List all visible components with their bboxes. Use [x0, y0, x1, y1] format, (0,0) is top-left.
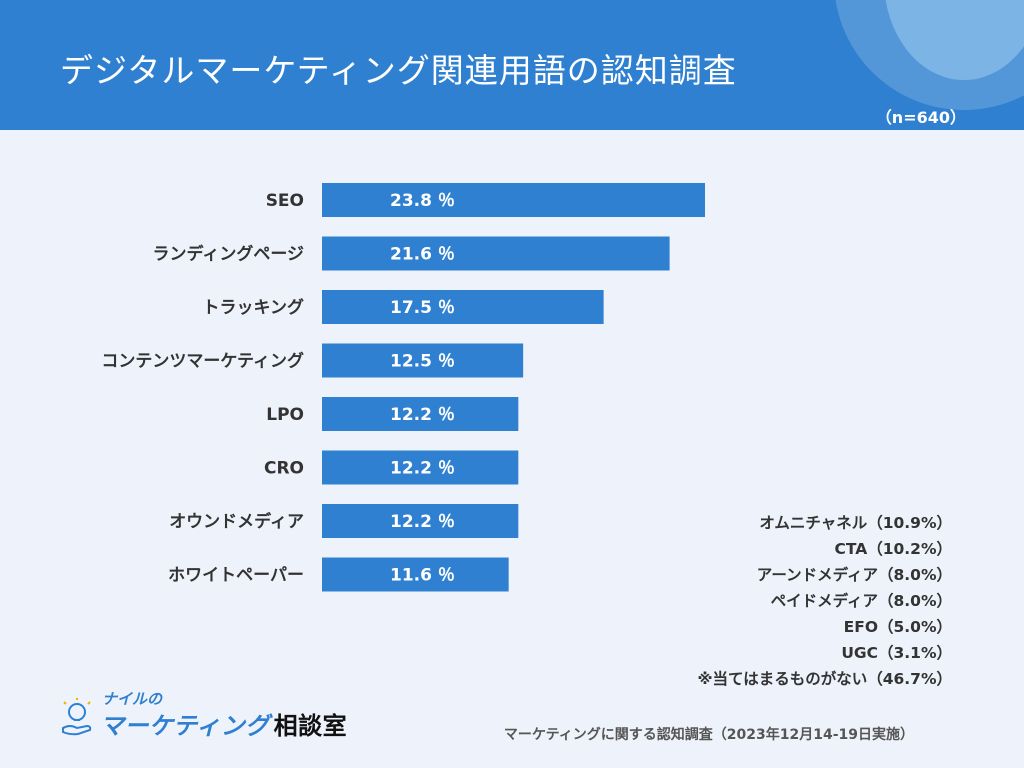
sample-size: （n=640） [875, 108, 966, 127]
lightbulb-hand-icon [62, 698, 92, 736]
bar-2 [322, 290, 604, 324]
value-label: 12.5 ％ [390, 352, 455, 372]
bar-6 [322, 504, 519, 538]
value-label: 12.2 ％ [390, 459, 455, 479]
category-label: コンテンツマーケティング [101, 351, 304, 372]
bar-chart: SEO 23.8 ％ ランディングページ 21.6 ％ トラッキング 17.5 ％ コンテン… [101, 183, 705, 592]
other-term-item: ペイドメディア（8.0%） [770, 592, 952, 610]
brand-tail-text: 相談室 [273, 712, 348, 740]
category-label: SEO [266, 191, 304, 211]
other-term-item: CTA（10.2%） [834, 540, 952, 558]
value-label: 17.5 ％ [390, 298, 455, 318]
category-label: ランディングページ [153, 244, 304, 265]
value-label: 23.8 ％ [390, 191, 455, 211]
other-term-item: アーンドメディア（8.0%） [756, 566, 952, 584]
category-label: オウンドメディア [169, 511, 304, 532]
bar-3 [322, 343, 524, 378]
value-label: 12.2 ％ [390, 405, 455, 425]
category-label: ホワイトペーパー [168, 566, 304, 586]
page-title: デジタルマーケティング関連用語の認知調査 [60, 51, 737, 90]
survey-footnote: マーケティングに関する認知調査（2023年12月14-19日実施） [503, 727, 914, 743]
other-term-item: オムニチャネル（10.9%） [759, 514, 952, 532]
category-label: トラッキング [203, 297, 305, 318]
other-terms-list: オムニチャネル（10.9%） CTA（10.2%） アーンドメディア（8.0%）… [697, 510, 952, 692]
bar-4 [322, 397, 519, 431]
brand-main-text: マーケティング 相談室 [100, 712, 348, 740]
bar-5 [322, 450, 519, 485]
other-term-none: ※当てはまるものがない（46.7%） [697, 670, 952, 688]
value-label: 12.2 ％ [390, 512, 455, 532]
brand-logo: ナイルの マーケティング 相談室 [60, 688, 347, 748]
bar-7 [322, 557, 509, 592]
bar-1 [322, 236, 670, 271]
other-term-item: EFO（5.0%） [843, 618, 952, 636]
bar-0 [322, 183, 705, 217]
other-term-item: UGC（3.1%） [841, 644, 952, 662]
category-label: CRO [264, 459, 304, 479]
category-label: LPO [266, 405, 304, 425]
value-label: 21.6 ％ [390, 245, 455, 265]
brand-small-text: ナイルの [102, 690, 163, 708]
header-banner: デジタルマーケティング関連用語の認知調査 （n=640） [0, 0, 1024, 130]
value-label: 11.6 ％ [390, 566, 455, 586]
